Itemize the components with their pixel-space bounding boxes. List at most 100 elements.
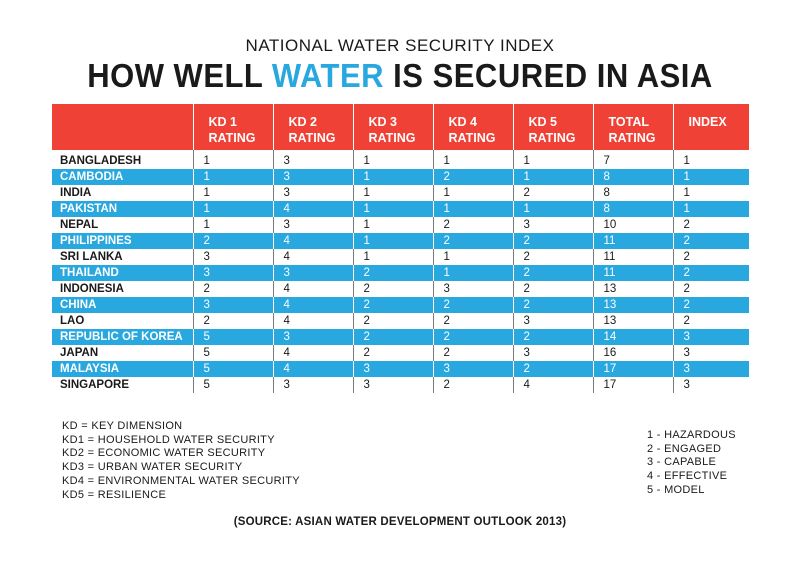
rating-cell: 3 — [352, 361, 433, 377]
rating-cell: 2 — [672, 297, 749, 313]
legend-kd-item: KD3 = URBAN WATER SECURITY — [62, 461, 243, 474]
rating-cell: 13 — [592, 297, 673, 313]
title-highlight: WATER — [271, 56, 385, 95]
rating-cell: 1 — [672, 185, 749, 201]
rating-cell: 2 — [432, 329, 513, 345]
legend-kd-item: KD = KEY DIMENSION — [62, 420, 183, 432]
rating-legend: 1 - HAZARDOUS 2 - ENGAGED 3 - CAPABLE 4 - E… — [647, 429, 736, 498]
rating-cell: 1 — [192, 153, 273, 169]
rating-cell: 3 — [432, 281, 513, 297]
legend-kd-item: KD1 = HOUSEHOLD WATER SECURITY — [62, 433, 275, 446]
legend-kd-item: KD2 = ECONOMIC WATER SECURITY — [62, 447, 266, 460]
rating-cell: 5 — [192, 345, 273, 361]
table-row: SRI LANKA 3 4 1 1 2 11 2 — [52, 249, 749, 265]
rating-cell: 1 — [512, 201, 593, 217]
rating-cell: 13 — [592, 313, 673, 329]
rating-cell: 3 — [672, 345, 749, 361]
table-row: PAKISTAN 1 4 1 1 1 8 1 — [52, 201, 749, 217]
rating-cell: 3 — [192, 249, 273, 265]
rating-cell: 4 — [272, 345, 353, 361]
rating-cell: 8 — [592, 169, 673, 185]
column-header: KD 3 RATING — [352, 104, 433, 150]
rating-cell: 11 — [592, 249, 673, 265]
rating-cell: 1 — [512, 153, 593, 169]
table-row: PHILIPPINES 2 4 1 2 2 11 2 — [52, 233, 749, 249]
country-cell: PHILIPPINES — [52, 233, 193, 249]
rating-cell: 2 — [512, 233, 593, 249]
spacer-cell — [432, 150, 513, 153]
rating-cell: 2 — [512, 265, 593, 281]
rating-cell: 2 — [672, 265, 749, 281]
page-subtitle: NATIONAL WATER SECURITY INDEX — [245, 36, 555, 55]
rating-cell: 5 — [192, 377, 273, 393]
rating-cell: 3 — [272, 169, 353, 185]
rating-cell: 1 — [432, 153, 513, 169]
page-title: HOW WELL WATER IS SECURED IN ASIA — [0, 57, 800, 96]
rating-cell: 14 — [592, 329, 673, 345]
table-row: MALAYSIA 5 4 3 3 2 17 3 — [52, 361, 749, 377]
rating-cell: 3 — [192, 265, 273, 281]
country-cell: JAPAN — [60, 347, 99, 359]
rating-cell: 2 — [432, 233, 513, 249]
country-cell: MALAYSIA — [52, 361, 193, 377]
rating-cell: 2 — [192, 313, 273, 329]
spacer-cell — [192, 150, 273, 153]
spacer-cell — [512, 150, 593, 153]
rating-cell: 11 — [592, 233, 673, 249]
country-cell: PAKISTAN — [52, 201, 193, 217]
country-cell: SRI LANKA — [60, 251, 123, 263]
legend-kd-item: KD5 = RESILIENCE — [62, 488, 167, 501]
rating-cell: 2 — [672, 217, 749, 233]
rating-cell: 4 — [272, 249, 353, 265]
rating-cell: 13 — [592, 281, 673, 297]
rating-cell: 1 — [352, 169, 433, 185]
rating-cell: 3 — [272, 265, 353, 281]
rating-cell: 3 — [272, 377, 353, 393]
table-row: CHINA 3 4 2 2 2 13 2 — [52, 297, 749, 313]
spacer-cell — [272, 150, 353, 153]
title-part-1: HOW WELL — [87, 56, 272, 95]
rating-cell: 1 — [192, 217, 273, 233]
rating-cell: 5 — [192, 329, 273, 345]
rating-cell: 2 — [192, 233, 273, 249]
rating-cell: 1 — [432, 185, 513, 201]
rating-cell: 2 — [432, 313, 513, 329]
rating-cell: 2 — [672, 313, 749, 329]
header-row: KD 1 RATING KD 2 RATING KD 3 RATING KD 4 RA… — [52, 104, 749, 150]
rating-cell: 3 — [272, 329, 353, 345]
rating-cell: 3 — [432, 361, 513, 377]
country-cell: LAO — [60, 315, 85, 327]
table-row: NEPAL 1 3 1 2 3 10 2 — [52, 217, 749, 233]
rating-cell: 1 — [672, 169, 749, 185]
rating-cell: 2 — [672, 249, 749, 265]
column-header: KD 2 RATING — [272, 104, 353, 150]
spacer-cell — [592, 150, 673, 153]
rating-cell: 2 — [352, 329, 433, 345]
column-header: KD 5 RATING — [512, 104, 593, 150]
rating-cell: 3 — [272, 217, 353, 233]
table-body: BANGLADESH 1 3 1 1 1 7 1 CAMBODIA 1 3 1 2 1 8 1 INDIA 1 3 1… — [52, 153, 749, 393]
rating-cell: 2 — [432, 345, 513, 361]
rating-cell: 3 — [272, 153, 353, 169]
country-cell: INDIA — [60, 187, 92, 199]
rating-cell: 2 — [512, 297, 593, 313]
column-header: KD 1 RATING — [192, 104, 273, 150]
rating-cell: 4 — [272, 233, 353, 249]
rating-cell: 3 — [272, 185, 353, 201]
rating-cell: 2 — [352, 297, 433, 313]
rating-cell: 1 — [432, 201, 513, 217]
key-dimension-legend: KD = KEY DIMENSION KD1 = HOUSEHOLD WATER … — [62, 420, 300, 502]
rating-cell: 2 — [432, 377, 513, 393]
country-cell: THAILAND — [52, 265, 193, 281]
table-row: LAO 2 4 2 2 3 13 2 — [52, 313, 749, 329]
rating-cell: 2 — [672, 233, 749, 249]
rating-cell: 5 — [192, 361, 273, 377]
country-cell: CAMBODIA — [52, 169, 193, 185]
rating-cell: 11 — [592, 265, 673, 281]
rating-cell: 3 — [512, 217, 593, 233]
rating-cell: 1 — [432, 265, 513, 281]
source-note: (SOURCE: ASIAN WATER DEVELOPMENT OUTLOOK… — [233, 516, 567, 528]
rating-cell: 2 — [512, 185, 593, 201]
legend-rating-item: 3 - CAPABLE — [647, 456, 717, 469]
spacer-cell — [672, 150, 749, 153]
